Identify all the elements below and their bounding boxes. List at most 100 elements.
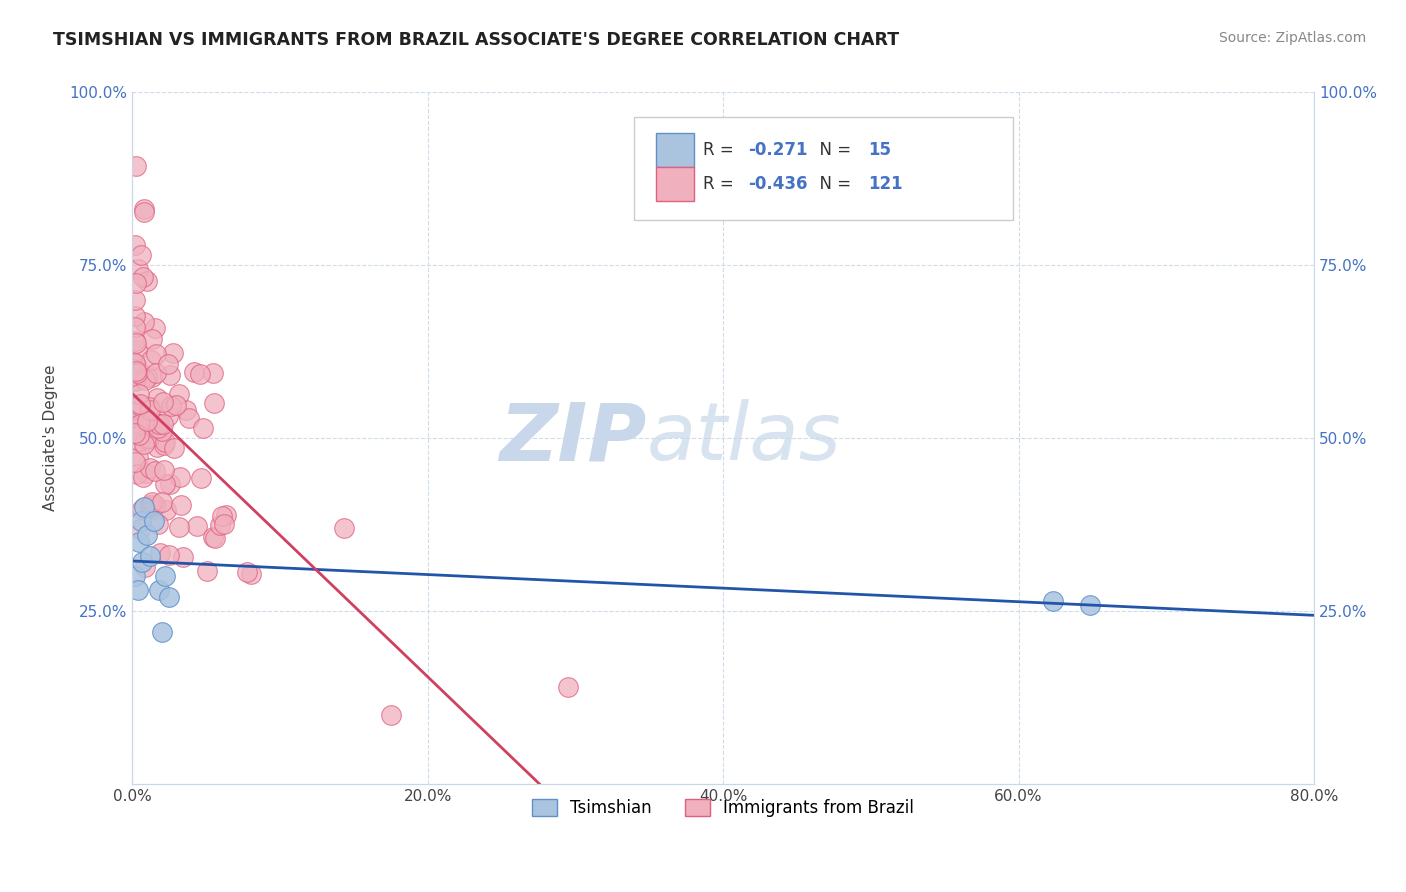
Point — [211, 508, 233, 523]
Point — [135, 466, 157, 480]
Point — [153, 569, 176, 583]
Point — [202, 530, 225, 544]
Point — [150, 424, 173, 438]
Point — [148, 417, 170, 431]
FancyBboxPatch shape — [655, 133, 693, 167]
Point — [128, 434, 150, 449]
Point — [139, 549, 162, 563]
Point — [149, 545, 172, 559]
FancyBboxPatch shape — [655, 168, 693, 202]
Point — [193, 421, 215, 435]
Point — [135, 528, 157, 542]
Point — [124, 373, 146, 387]
Point — [142, 502, 165, 516]
Point — [153, 477, 176, 491]
Point — [143, 514, 166, 528]
Point — [128, 262, 150, 277]
Point — [131, 419, 153, 434]
Point — [132, 470, 155, 484]
Point — [141, 332, 163, 346]
Point — [165, 398, 187, 412]
Point — [156, 409, 179, 423]
Point — [153, 438, 176, 452]
Text: Source: ZipAtlas.com: Source: ZipAtlas.com — [1219, 31, 1367, 45]
Point — [125, 358, 148, 372]
Point — [131, 556, 153, 570]
Point — [127, 450, 149, 464]
Text: -0.436: -0.436 — [748, 176, 807, 194]
Point — [125, 336, 148, 351]
Point — [240, 567, 263, 582]
Text: 121: 121 — [869, 176, 903, 194]
Point — [128, 386, 150, 401]
Text: TSIMSHIAN VS IMMIGRANTS FROM BRAZIL ASSOCIATE'S DEGREE CORRELATION CHART: TSIMSHIAN VS IMMIGRANTS FROM BRAZIL ASSO… — [53, 31, 900, 49]
Point — [146, 421, 169, 435]
Point — [146, 517, 169, 532]
Text: -0.271: -0.271 — [748, 141, 807, 159]
Point — [172, 549, 194, 564]
Point — [208, 518, 231, 533]
Point — [157, 590, 180, 604]
Point — [125, 343, 148, 357]
Text: R =: R = — [703, 141, 740, 159]
Point — [132, 205, 155, 219]
Point — [135, 369, 157, 384]
Point — [125, 406, 148, 420]
Point — [150, 495, 173, 509]
Point — [125, 276, 148, 290]
Point — [124, 368, 146, 382]
Text: atlas: atlas — [647, 399, 841, 477]
Point — [129, 514, 152, 528]
Point — [169, 470, 191, 484]
Point — [152, 394, 174, 409]
Point — [146, 420, 169, 434]
Point — [139, 500, 162, 514]
Point — [333, 521, 356, 535]
Point — [124, 237, 146, 252]
Point — [131, 270, 153, 285]
Point — [145, 366, 167, 380]
Text: 15: 15 — [869, 141, 891, 159]
Point — [557, 680, 579, 694]
Point — [125, 364, 148, 378]
Point — [167, 386, 190, 401]
Point — [124, 334, 146, 349]
Point — [215, 508, 238, 523]
Point — [188, 368, 211, 382]
Point — [134, 373, 156, 387]
Point — [136, 420, 159, 434]
Y-axis label: Associate's Degree: Associate's Degree — [44, 365, 58, 511]
Point — [124, 309, 146, 323]
Point — [128, 428, 150, 442]
Point — [134, 559, 156, 574]
Point — [128, 522, 150, 536]
Point — [125, 159, 148, 173]
Point — [190, 471, 212, 485]
Point — [127, 583, 149, 598]
Point — [141, 495, 163, 509]
Point — [155, 503, 177, 517]
Point — [124, 293, 146, 308]
Text: ZIP: ZIP — [499, 399, 647, 477]
Point — [141, 417, 163, 432]
Point — [132, 500, 155, 515]
Point — [139, 402, 162, 417]
Point — [145, 346, 167, 360]
Point — [202, 396, 225, 410]
Point — [132, 202, 155, 216]
Point — [141, 370, 163, 384]
Point — [135, 274, 157, 288]
Point — [139, 498, 162, 512]
Point — [124, 422, 146, 436]
Point — [159, 477, 181, 491]
Point — [195, 564, 218, 578]
Point — [139, 461, 162, 475]
Point — [204, 531, 226, 545]
Point — [155, 434, 177, 449]
Point — [169, 498, 191, 512]
Point — [1078, 599, 1101, 613]
Point — [131, 248, 153, 262]
Point — [177, 411, 200, 425]
Point — [183, 365, 205, 379]
Point — [143, 321, 166, 335]
